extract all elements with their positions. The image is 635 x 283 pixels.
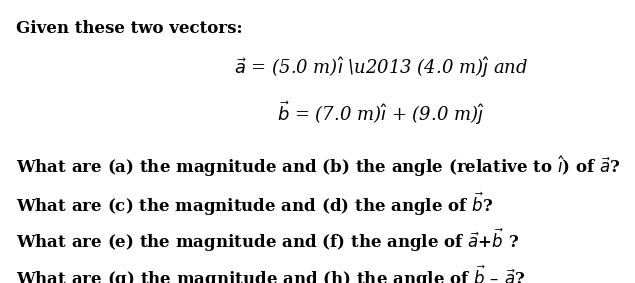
Text: $\vec{a}$ = (5.0 m)$\hat{\imath}$ \u2013 (4.0 m)$\hat{\jmath}$ and: $\vec{a}$ = (5.0 m)$\hat{\imath}$ \u2013… bbox=[234, 55, 528, 80]
Text: What are (a) the magnitude and (b) the angle (relative to $\hat{\imath}$) of $\v: What are (a) the magnitude and (b) the a… bbox=[16, 155, 620, 179]
Text: Given these two vectors:: Given these two vectors: bbox=[16, 20, 243, 37]
Text: What are (g) the magnitude and (h) the angle of $\vec{b}$ – $\vec{a}$?: What are (g) the magnitude and (h) the a… bbox=[16, 263, 525, 283]
Text: What are (c) the magnitude and (d) the angle of $\vec{b}$?: What are (c) the magnitude and (d) the a… bbox=[16, 190, 493, 218]
Text: $\vec{b}$ = (7.0 m)$\hat{\imath}$ + (9.0 m)$\hat{\jmath}$: $\vec{b}$ = (7.0 m)$\hat{\imath}$ + (9.0… bbox=[277, 99, 485, 127]
Text: What are (e) the magnitude and (f) the angle of $\vec{a}$+$\vec{b}$ ?: What are (e) the magnitude and (f) the a… bbox=[16, 227, 519, 254]
